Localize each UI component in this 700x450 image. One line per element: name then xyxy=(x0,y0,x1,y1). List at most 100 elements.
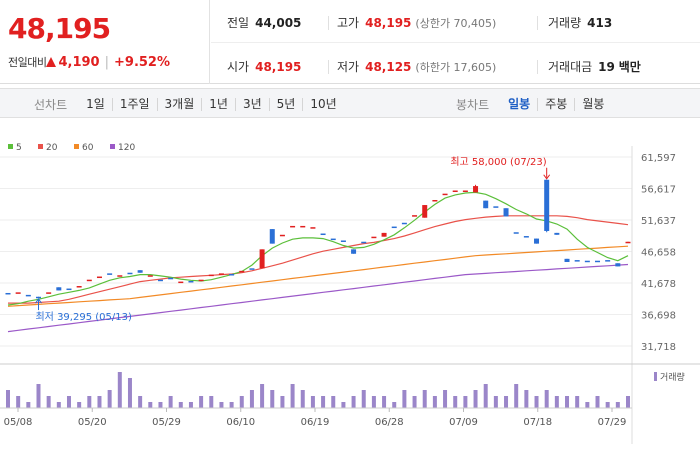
up-triangle-icon xyxy=(46,57,57,67)
candle-body xyxy=(107,273,113,275)
period-3y-button[interactable]: 3년 xyxy=(234,98,269,111)
volume-bar xyxy=(148,402,153,408)
candle-body xyxy=(432,199,438,202)
volume-bar xyxy=(280,396,285,408)
volume-bar xyxy=(321,396,326,408)
candle-body xyxy=(218,273,224,275)
high-annotation: 최고 58,000 (07/23) xyxy=(450,156,546,168)
volume-bar xyxy=(199,396,204,408)
volume-bar xyxy=(127,378,132,408)
candle-body xyxy=(188,280,194,283)
ma5-line xyxy=(7,191,629,306)
weekly-candle-button[interactable]: 주봉 xyxy=(537,98,574,111)
candle-body xyxy=(381,232,387,237)
ma60-line xyxy=(7,245,629,307)
candle-body xyxy=(15,292,21,294)
volume-bar xyxy=(16,396,21,408)
stat-divider xyxy=(537,60,538,74)
volume-bar xyxy=(422,390,427,408)
ma20-line xyxy=(8,215,629,304)
x-tick-label: 06/10 xyxy=(226,417,255,428)
candle-body xyxy=(625,241,631,244)
x-axis: 05/08 05/20 05/29 06/10 06/19 06/28 07/09 07/18… xyxy=(4,408,627,428)
daily-candle-button[interactable]: 일봉 xyxy=(508,97,531,111)
volume-bar xyxy=(6,390,10,408)
chart-legend: 5 20 60 120 xyxy=(8,143,135,153)
period-3m-button[interactable]: 3개월 xyxy=(156,98,202,111)
candle-body xyxy=(147,275,153,277)
stat-sub: (하한가 17,605) xyxy=(415,61,497,74)
monthly-candle-button[interactable]: 월봉 xyxy=(574,98,611,111)
stat-value: 48,195 xyxy=(365,16,412,30)
candle-body xyxy=(554,232,560,235)
candle-body xyxy=(96,276,102,279)
candle-body xyxy=(46,292,52,294)
candle-body xyxy=(239,270,245,273)
volume-bar xyxy=(209,396,214,408)
legend-label: 120 xyxy=(118,143,135,153)
volume-bar xyxy=(595,396,600,408)
x-tick-label: 05/20 xyxy=(78,417,107,428)
candle-body xyxy=(452,190,458,193)
volume-legend-swatch xyxy=(654,372,657,381)
volume-bar xyxy=(107,390,112,408)
volume-bar xyxy=(97,396,102,408)
volume-bar xyxy=(310,396,315,408)
period-5y-button[interactable]: 5년 xyxy=(268,98,303,111)
stat-value: 48,125 xyxy=(365,60,412,74)
candle-body xyxy=(229,274,235,276)
candle-body xyxy=(86,279,92,282)
change-percent: +9.52% xyxy=(114,54,170,70)
volume-bar xyxy=(290,384,295,408)
volume-bar xyxy=(331,396,336,408)
volume-bar xyxy=(544,390,549,408)
line-chart-group: 선차트 1일 1주일 3개월 1년 3년 5년 10년 xyxy=(34,96,344,113)
candle-body xyxy=(279,234,285,237)
candle-body xyxy=(178,281,184,284)
chart-grid xyxy=(0,146,700,444)
candle-body xyxy=(503,208,509,217)
stat-label: 거래량 xyxy=(548,16,582,30)
stat-value: 44,005 xyxy=(255,16,302,30)
y-axis: 61,597 56,617 51,637 46,658 41,678 36,698 31,7… xyxy=(641,153,676,353)
stat-open: 시가 48,195 xyxy=(227,58,301,75)
candle-body xyxy=(117,275,123,277)
volume-bar xyxy=(260,384,265,408)
volume-bar xyxy=(138,396,143,408)
price-change-row: 전일대비 4,190 | +9.52% xyxy=(8,54,170,70)
candle-body xyxy=(168,277,174,280)
stats-panel: 전일 44,005 고가 48,195 (상한가 70,405) 거래량 413 시가 4… xyxy=(211,0,700,84)
period-1w-button[interactable]: 1주일 xyxy=(111,98,157,111)
volume-bar xyxy=(300,390,305,408)
candle-body xyxy=(330,238,336,241)
candle-series xyxy=(5,179,631,299)
candle-body xyxy=(269,229,275,244)
period-1y-button[interactable]: 1년 xyxy=(201,98,235,111)
candle-body xyxy=(66,288,72,291)
low-arrow-head xyxy=(35,298,42,304)
stat-low: 저가 48,125 (하한가 17,605) xyxy=(337,58,496,75)
separator: | xyxy=(104,54,109,70)
candle-chart-group: 봉차트 일봉 주봉 월봉 xyxy=(456,96,611,113)
candle-body xyxy=(300,225,306,228)
volume-bar xyxy=(188,402,193,408)
period-1d-button[interactable]: 1일 xyxy=(86,97,105,111)
candle-body xyxy=(361,241,367,244)
candle-body xyxy=(249,268,255,270)
x-tick-label: 07/29 xyxy=(598,417,627,428)
legend-label: 60 xyxy=(82,143,94,153)
candle-body xyxy=(340,240,346,242)
volume-bar xyxy=(514,384,519,408)
candle-body xyxy=(320,233,326,236)
candle-body xyxy=(544,179,550,231)
candle-body xyxy=(5,292,11,295)
volume-bar xyxy=(392,402,397,408)
candle-body xyxy=(615,263,621,267)
volume-panel: 거래량 xyxy=(0,371,685,409)
volume-bar xyxy=(239,396,244,408)
volume-bar xyxy=(432,396,437,408)
y-tick-label: 51,637 xyxy=(641,216,676,227)
stat-label: 고가 xyxy=(337,16,360,30)
period-10y-button[interactable]: 10년 xyxy=(302,98,343,111)
price-box: 48,195 전일대비 4,190 | +9.52% xyxy=(0,0,210,84)
